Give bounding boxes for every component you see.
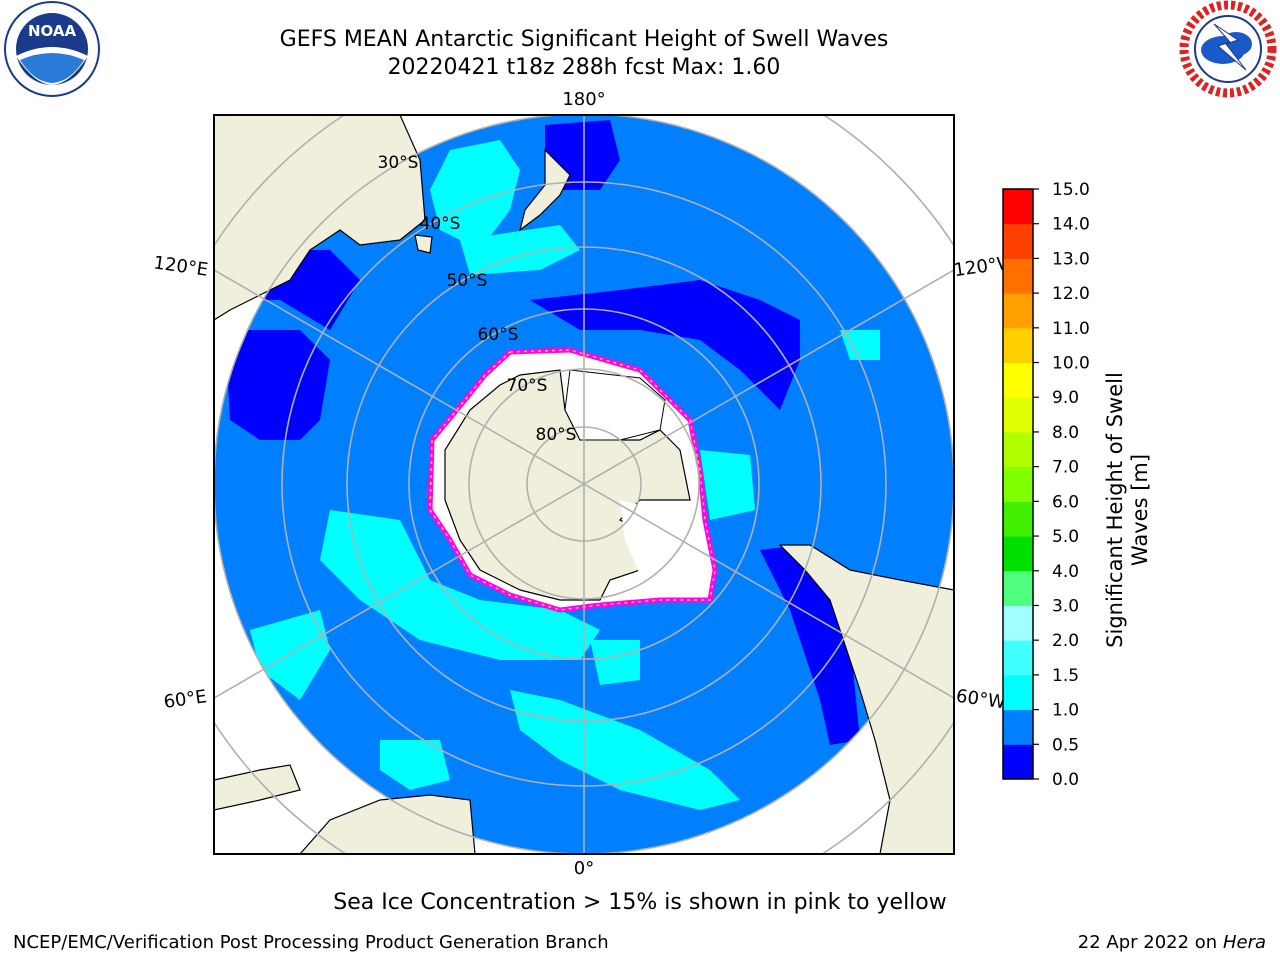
footer-date-text: 22 Apr 2022 on — [1077, 932, 1223, 953]
noaa-logo: NOAA — [4, 1, 100, 97]
colorbar-tick-label: 8.0 — [1052, 423, 1079, 443]
colorbar-tick-label: 1.5 — [1052, 666, 1079, 686]
chart-title-line2: 20220421 t18z 288h fcst Max: 1.60 — [387, 55, 781, 80]
lon-label-180: 180° — [562, 89, 605, 110]
colorbar-tick-label: 1.0 — [1052, 701, 1079, 721]
colorbar-swatch — [1003, 640, 1033, 676]
colorbar: 0.0 0.5 1.0 1.5 2.0 3.0 4.0 5.0 6.0 7.0 8.0 9.0 10.0… — [1002, 180, 1090, 790]
colorbar-tick-label: 10.0 — [1052, 354, 1090, 374]
antarctica-group — [427, 347, 718, 613]
lon-label-60w: 60°W — [955, 686, 1007, 714]
colorbar-swatch — [1003, 327, 1033, 364]
madagascar-land — [214, 764, 301, 811]
footer-machine: Hera — [1222, 932, 1266, 953]
colorbar-tick-label: 15.0 — [1052, 180, 1090, 200]
colorbar-swatch — [1003, 536, 1033, 572]
nws-logo — [1179, 0, 1277, 98]
africa-land — [299, 794, 476, 854]
sea-ice-yellow-fringe — [429, 349, 716, 611]
colorbar-swatch — [1003, 674, 1033, 711]
chart-title-line1: GEFS MEAN Antarctic Significant Height o… — [279, 27, 889, 52]
noaa-logo-text: NOAA — [28, 22, 77, 40]
sea-ice-note: Sea Ice Concentration > 15% is shown in … — [333, 890, 947, 915]
colorbar-tick-label: 14.0 — [1052, 215, 1090, 235]
colorbar-swatch — [1003, 189, 1033, 225]
lat-label-80s: 80°S — [536, 425, 577, 445]
footer-credit: NCEP/EMC/Verification Post Processing Pr… — [13, 932, 609, 953]
south-america-land — [778, 544, 954, 854]
colorbar-swatch — [1003, 362, 1033, 398]
colorbar-swatch — [1003, 744, 1033, 780]
tasmania-land — [414, 234, 433, 254]
colorbar-tick-label: 6.0 — [1052, 492, 1079, 512]
swell-mid-patches — [250, 140, 880, 810]
colorbar-border — [1002, 188, 1034, 780]
lat-label-70s: 70°S — [507, 376, 548, 396]
colorbar-tick-label: 0.0 — [1052, 770, 1079, 790]
colorbar-swatch — [1003, 223, 1033, 259]
colorbar-label: Significant Height of Swell Waves [m] — [1103, 372, 1152, 648]
lon-label-60e: 60°E — [162, 686, 208, 713]
lon-label-0: 0° — [574, 858, 594, 879]
lat-label-60s: 60°S — [478, 325, 519, 345]
lat-label-30s: 30°S — [378, 153, 419, 173]
colorbar-swatch — [1003, 501, 1033, 537]
colorbar-swatch — [1003, 293, 1033, 329]
new-zealand-land — [519, 148, 571, 232]
australia-land — [214, 115, 426, 321]
lat-label-50s: 50°S — [447, 271, 488, 291]
colorbar-tick-label: 3.0 — [1052, 596, 1079, 616]
colorbar-swatch — [1003, 397, 1033, 433]
lon-label-120e: 120°E — [152, 252, 209, 280]
map-frame — [213, 114, 955, 855]
colorbar-tick-label: 0.5 — [1052, 735, 1079, 755]
colorbar-tick-label: 7.0 — [1052, 458, 1079, 478]
footer-date: 22 Apr 2022 on Hera — [1078, 932, 1266, 953]
graticule — [214, 115, 954, 854]
ross-ice-shelf — [564, 369, 666, 441]
colorbar-tick-label: 11.0 — [1052, 319, 1090, 339]
colorbar-tick-label: 9.0 — [1052, 388, 1079, 408]
colorbar-tick-label: 2.0 — [1052, 631, 1079, 651]
colorbar-tick-label: 5.0 — [1052, 527, 1079, 547]
colorbar-swatch — [1003, 605, 1033, 641]
weddell-ice — [620, 500, 700, 580]
colorbar-swatch — [1003, 466, 1033, 502]
lat-label-40s: 40°S — [420, 214, 461, 234]
colorbar-tick-label: 13.0 — [1052, 249, 1090, 269]
colorbar-swatch — [1003, 570, 1033, 606]
meridian-60e-120w — [214, 269, 954, 699]
colorbar-swatch — [1003, 709, 1033, 745]
colorbar-tick-label: 12.0 — [1052, 284, 1090, 304]
colorbar-tick-label: 4.0 — [1052, 562, 1079, 582]
colorbar-swatch — [1003, 431, 1033, 468]
colorbar-swatch — [1003, 258, 1033, 294]
